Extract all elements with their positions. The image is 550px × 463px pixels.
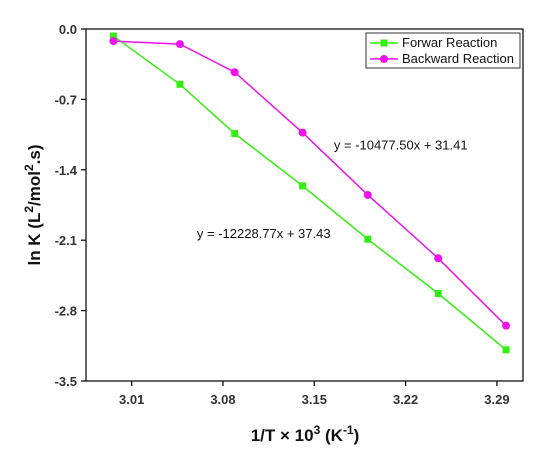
- data-point-0-6: [502, 346, 510, 354]
- data-point-1-6: [502, 321, 511, 330]
- y-tick-label: -0.7: [55, 92, 77, 107]
- y-axis-title: ln K (L2/mol2.s): [22, 144, 44, 265]
- x-tick-label: 3.15: [302, 392, 327, 407]
- data-point-0-3: [299, 182, 307, 190]
- plot-frame: [85, 28, 524, 382]
- y-tick-label: -2.8: [55, 304, 77, 319]
- series-line-1: [113, 40, 507, 327]
- regression-equation: y = -12228.77x + 37.43: [197, 226, 331, 241]
- legend-label-forward: Forwar Reaction: [402, 35, 497, 50]
- data-point-1-3: [298, 128, 307, 137]
- x-tick-label: 3.01: [119, 392, 144, 407]
- legend-box: [365, 32, 521, 69]
- x-tick-label: 3.29: [484, 392, 509, 407]
- data-point-1-0: [109, 37, 118, 46]
- legend-marker-forward: [380, 39, 388, 47]
- data-point-0-0: [109, 32, 117, 40]
- data-point-0-2: [231, 130, 239, 138]
- regression-equation: y = -10477.50x + 31.41: [334, 138, 468, 153]
- data-point-0-1: [176, 80, 184, 88]
- data-point-1-1: [175, 40, 184, 49]
- legend: Forwar Reaction Backward Reaction: [365, 32, 521, 69]
- x-axis: 3.01 3.08 3.15 3.22 3.29: [119, 381, 510, 407]
- y-tick-label: -3.5: [55, 374, 77, 389]
- data-point-0-5: [434, 290, 442, 298]
- x-tick-label: 3.22: [393, 392, 418, 407]
- y-tick-label: 0.0: [59, 22, 77, 37]
- data-point-1-5: [434, 254, 443, 263]
- x-tick-label: 3.08: [210, 392, 235, 407]
- legend-marker-backward: [380, 55, 388, 63]
- y-axis: 0.0 -0.7 -1.4 -2.1 -2.8 -3.5: [55, 22, 86, 389]
- series-line-0: [112, 35, 507, 351]
- data-point-1-4: [363, 190, 372, 199]
- x-axis-title: 1/T × 103 (K-1): [251, 423, 360, 445]
- y-tick-label: -2.1: [55, 233, 77, 248]
- data-point-0-4: [364, 235, 372, 243]
- y-tick-label: -1.4: [55, 163, 78, 178]
- annotations: y = -10477.50x + 31.41 y = -12228.77x + 3…: [197, 138, 468, 242]
- series-layer: [109, 32, 511, 354]
- legend-label-backward: Backward Reaction: [402, 51, 514, 66]
- data-point-1-2: [230, 68, 239, 77]
